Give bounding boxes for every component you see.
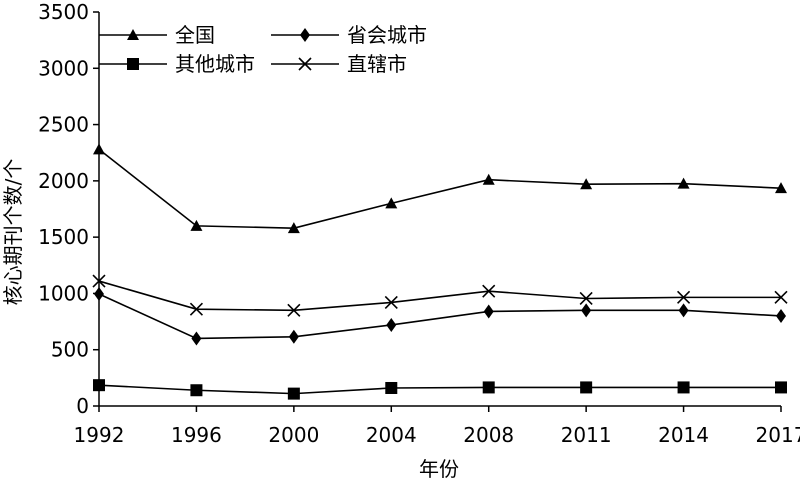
data-point: [581, 303, 592, 318]
data-point: [483, 304, 494, 319]
data-point: [288, 329, 299, 344]
x-tick-label: 1996: [171, 423, 222, 447]
data-point: [191, 331, 202, 346]
data-point: [677, 290, 691, 304]
y-tick-label: 1000: [38, 281, 89, 305]
y-tick-label: 3000: [38, 56, 89, 80]
y-tick-label: 2000: [38, 169, 89, 193]
series-layer: [92, 143, 788, 400]
y-axis-title: 核心期刊个数/个: [1, 159, 25, 306]
x-tick-label: 2004: [366, 423, 417, 447]
legend-label: 直辖市: [347, 52, 407, 76]
legend-item: 直辖市: [271, 52, 407, 76]
x-tick-label: 2017: [756, 423, 800, 447]
series-line: [98, 148, 782, 229]
legend-item: 省会城市: [271, 23, 427, 47]
series-diamond: [94, 286, 786, 346]
data-point: [190, 384, 203, 397]
data-point: [287, 387, 300, 400]
x-axis-title: 年份: [419, 457, 459, 481]
y-tick-label: 500: [51, 338, 89, 362]
data-point: [579, 291, 593, 306]
series-line: [98, 293, 782, 340]
series-triangle: [93, 143, 787, 234]
legend-label: 其他城市: [175, 52, 255, 76]
legend-marker: [127, 58, 139, 70]
data-point: [92, 274, 106, 288]
data-point: [287, 222, 300, 234]
legend-item: 全国: [99, 23, 215, 47]
data-point: [482, 173, 495, 185]
data-point: [677, 177, 690, 189]
data-point: [482, 381, 495, 394]
data-point: [93, 379, 105, 392]
x-tick-label: 2011: [561, 423, 612, 447]
legend-item: 其他城市: [99, 52, 255, 76]
legend-label: 省会城市: [347, 23, 427, 47]
y-tick-label: 2500: [38, 113, 89, 137]
series-line: [98, 280, 781, 312]
data-point: [94, 286, 104, 301]
legend-marker: [127, 29, 139, 40]
data-point: [384, 295, 398, 309]
x-tick-label: 2014: [658, 423, 709, 447]
y-tick-label: 1500: [38, 225, 89, 249]
legend-marker: [298, 57, 312, 71]
data-point: [678, 303, 689, 318]
y-tick-label: 3500: [38, 0, 89, 24]
data-point: [776, 308, 786, 323]
data-point: [385, 381, 398, 394]
series-line: [98, 384, 781, 395]
data-point: [774, 290, 788, 304]
axes: 0 500 1000 1500 2000 2500 3000 3500 1992 1996 2000…: [38, 0, 800, 447]
series-x: [92, 274, 788, 317]
data-point: [190, 219, 203, 231]
data-point: [189, 302, 203, 316]
legend-label: 全国: [175, 23, 215, 47]
data-point: [287, 303, 301, 317]
series-square: [93, 379, 787, 400]
data-point: [580, 178, 593, 190]
x-tick-label: 1992: [74, 423, 125, 447]
data-point: [775, 182, 787, 194]
data-point: [386, 317, 397, 332]
data-point: [775, 381, 787, 394]
data-point: [385, 197, 398, 209]
data-point: [482, 284, 496, 298]
x-tick-label: 2008: [463, 423, 514, 447]
y-tick-label: 0: [76, 394, 89, 418]
x-tick-label: 2000: [268, 423, 319, 447]
data-point: [677, 381, 690, 394]
legend-marker: [300, 28, 310, 42]
data-point: [93, 143, 105, 155]
data-point: [580, 381, 593, 394]
